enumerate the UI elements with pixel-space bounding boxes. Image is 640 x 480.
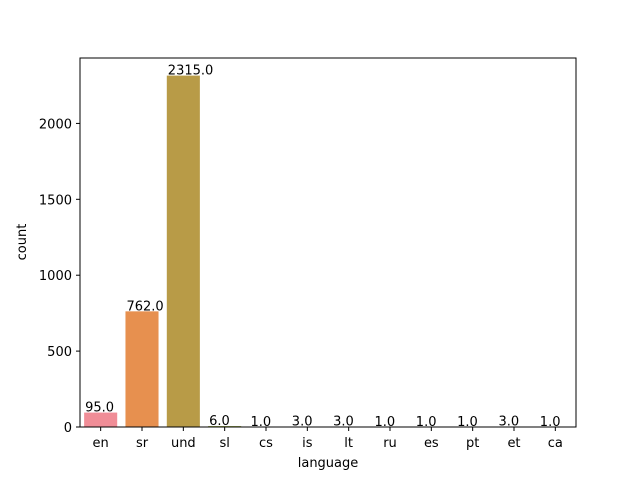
data-label-sl: 6.0 [209, 414, 230, 429]
y-tick-label-1000: 1000 [39, 269, 72, 284]
x-tick-label-en: en [93, 436, 109, 451]
bar-sr [125, 311, 159, 427]
data-label-pt: 1.0 [457, 415, 478, 430]
x-tick-label-lt: lt [344, 436, 353, 451]
bar-und [166, 75, 200, 427]
data-label-en: 95.0 [85, 401, 114, 416]
data-label-und: 2315.0 [168, 64, 214, 79]
x-tick-label-es: es [424, 436, 439, 451]
x-tick-label-et: et [507, 436, 520, 451]
data-label-sr: 762.0 [126, 299, 163, 314]
plot-frame [79, 57, 577, 428]
data-label-ru: 1.0 [374, 415, 395, 430]
x-tick-label-ru: ru [383, 436, 397, 451]
data-labels-group: 95.0 762.0 2315.0 6.0 1.0 3.0 3.0 1.0 1.0 1.0 3.0 1… [85, 64, 560, 430]
x-tick-label-ca: ca [548, 436, 563, 451]
x-tick-label-cs: cs [259, 436, 273, 451]
y-axis: 0 500 1000 1500 2000 [39, 117, 80, 436]
y-tick-label-500: 500 [47, 345, 72, 360]
data-label-et: 3.0 [498, 415, 519, 430]
x-tick-label-is: is [302, 436, 313, 451]
data-label-is: 3.0 [292, 415, 313, 430]
y-tick-label-2000: 2000 [39, 117, 72, 132]
bars-group [84, 75, 572, 427]
data-label-es: 1.0 [416, 415, 437, 430]
x-tick-label-sl: sl [219, 436, 229, 451]
bar-en [84, 412, 118, 427]
x-tick-label-sr: sr [136, 436, 149, 451]
x-tick-label-und: und [171, 436, 196, 451]
data-label-cs: 1.0 [250, 415, 271, 430]
x-tick-label-pt: pt [466, 436, 479, 451]
y-axis-label: count [15, 224, 30, 261]
data-label-lt: 3.0 [333, 415, 354, 430]
y-tick-label-0: 0 [64, 421, 72, 436]
y-tick-label-1500: 1500 [39, 193, 72, 208]
x-axis-label: language [298, 456, 359, 471]
data-label-ca: 1.0 [540, 415, 561, 430]
x-axis: en sr und sl cs is lt ru es pt et ca [93, 427, 563, 451]
